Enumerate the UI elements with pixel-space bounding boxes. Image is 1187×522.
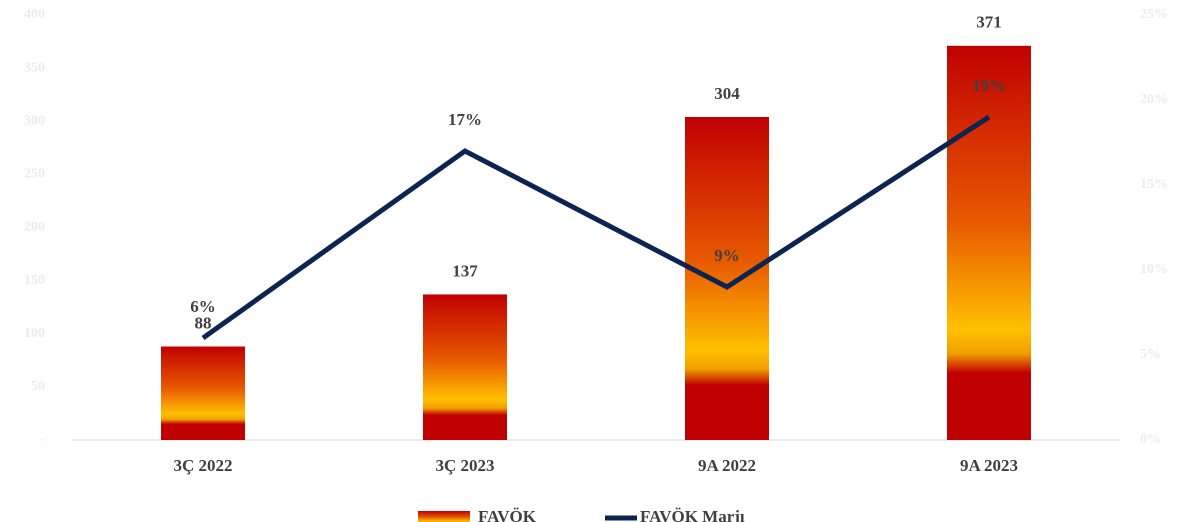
legend-swatch [418,511,470,522]
y2-tick-label: 25% [1140,7,1168,22]
legend-label: FAVÖK Marjı [640,507,745,522]
line-value-label: 9% [714,246,740,265]
x-tick-label: 3Ç 2022 [173,456,232,475]
y-tick-label: 250 [24,167,45,182]
bar-value-label: 371 [976,13,1002,32]
bar-value-label: 88 [195,313,212,332]
bar [947,45,1031,440]
bar-value-label: 137 [452,261,478,280]
y2-tick-label: 20% [1140,92,1168,107]
bar [685,117,769,440]
y-tick-label: 50 [31,379,45,394]
bar-value-label: 304 [714,84,740,103]
bar [423,294,507,440]
y-tick-label: 150 [24,273,45,288]
y-tick-label: 300 [24,113,45,128]
y-tick-label: - [40,432,45,447]
y-tick-label: 100 [24,326,45,341]
y2-tick-label: 15% [1140,177,1168,192]
bar [161,346,245,440]
line-value-label: 17% [448,110,482,129]
line-value-label: 19% [972,76,1006,95]
legend-label: FAVÖK [478,507,537,522]
x-tick-label: 9A 2022 [698,456,756,475]
y-tick-label: 350 [24,60,45,75]
y2-tick-label: 10% [1140,262,1168,277]
y2-tick-label: 0% [1140,432,1161,447]
line [201,114,991,341]
x-tick-label: 9A 2023 [960,456,1018,475]
y2-tick-label: 5% [1140,347,1161,362]
y-tick-label: 400 [24,7,45,22]
x-tick-label: 3Ç 2023 [435,456,494,475]
y-tick-label: 200 [24,220,45,235]
line-value-label: 6% [190,297,216,316]
